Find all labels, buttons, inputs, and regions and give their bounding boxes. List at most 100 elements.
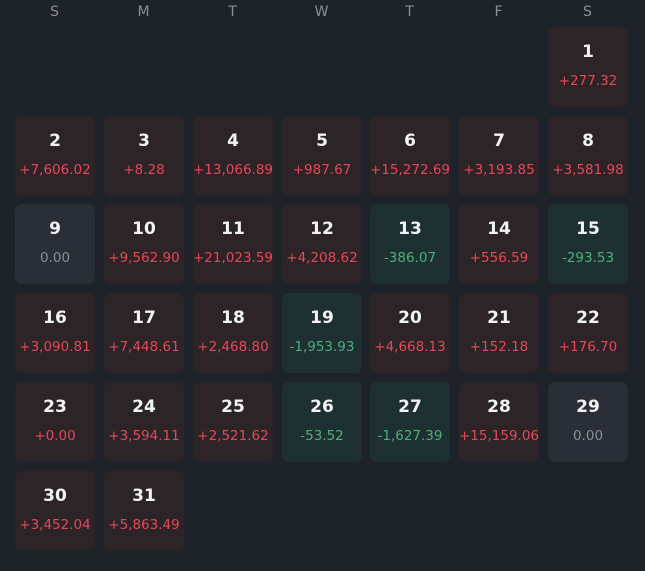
daily-pnl-value: +277.32: [558, 73, 618, 89]
day-number: 23: [43, 397, 67, 417]
daily-pnl-value: +3,581.98: [552, 162, 624, 178]
calendar-day-cell[interactable]: 15 -293.53: [548, 204, 628, 284]
weekday-label-tue: T: [228, 4, 238, 20]
calendar-day-cell[interactable]: 2 +7,606.02: [15, 116, 95, 196]
calendar-day-cell[interactable]: 4 +13,066.89: [193, 116, 273, 196]
day-number: 30: [43, 486, 67, 506]
calendar-day-cell[interactable]: 23 +0.00: [15, 382, 95, 462]
daily-pnl-value: +3,594.11: [108, 428, 180, 444]
calendar-day-cell[interactable]: 1 +277.32: [548, 27, 628, 107]
daily-pnl-value: +3,452.04: [19, 517, 91, 533]
calendar-day-cell[interactable]: 6 +15,272.69: [370, 116, 450, 196]
calendar-day-cell[interactable]: 14 +556.59: [459, 204, 539, 284]
calendar-day-cell[interactable]: 12 +4,208.62: [282, 204, 362, 284]
calendar-day-cell[interactable]: 24 +3,594.11: [104, 382, 184, 462]
calendar-day-cell[interactable]: 25 +2,521.62: [193, 382, 273, 462]
day-number: 29: [576, 397, 600, 417]
day-number: 2: [49, 131, 61, 151]
day-number: 4: [227, 131, 239, 151]
daily-pnl-value: +0.00: [34, 428, 76, 444]
day-number: 13: [398, 219, 422, 239]
calendar-day-cell[interactable]: 16 +3,090.81: [15, 293, 95, 373]
daily-pnl-value: +7,448.61: [108, 339, 180, 355]
day-number: 3: [138, 131, 150, 151]
day-number: 11: [221, 219, 245, 239]
daily-pnl-value: +3,193.85: [463, 162, 535, 178]
day-number: 18: [221, 308, 245, 328]
day-number: 26: [310, 397, 334, 417]
calendar-day-cell[interactable]: 3 +8.28: [104, 116, 184, 196]
day-number: 28: [487, 397, 511, 417]
calendar-day-cell[interactable]: 13 -386.07: [370, 204, 450, 284]
daily-pnl-value: -293.53: [561, 250, 615, 266]
daily-pnl-value: +13,066.89: [193, 162, 274, 178]
day-number: 15: [576, 219, 600, 239]
calendar-day-cell[interactable]: 28 +15,159.06: [459, 382, 539, 462]
day-number: 19: [310, 308, 334, 328]
calendar-day-cell[interactable]: 27 -1,627.39: [370, 382, 450, 462]
day-number: 7: [493, 131, 505, 151]
day-number: 17: [132, 308, 156, 328]
day-number: 14: [487, 219, 511, 239]
calendar-day-cell[interactable]: 31 +5,863.49: [104, 471, 184, 551]
calendar-day-cell[interactable]: 22 +176.70: [548, 293, 628, 373]
calendar-day-cell[interactable]: 26 -53.52: [282, 382, 362, 462]
calendar-day-cell[interactable]: 5 +987.67: [282, 116, 362, 196]
calendar-day-cell[interactable]: 20 +4,668.13: [370, 293, 450, 373]
daily-pnl-value: +15,272.69: [370, 162, 451, 178]
weekday-label-mon: M: [137, 4, 151, 20]
daily-pnl-value: +176.70: [558, 339, 618, 355]
calendar-day-cell[interactable]: 10 +9,562.90: [104, 204, 184, 284]
daily-pnl-value: +2,521.62: [197, 428, 269, 444]
daily-pnl-value: +2,468.80: [197, 339, 269, 355]
daily-pnl-value: +4,668.13: [374, 339, 446, 355]
daily-pnl-value: +9,562.90: [108, 250, 180, 266]
calendar-day-cell[interactable]: 8 +3,581.98: [548, 116, 628, 196]
daily-pnl-value: +556.59: [469, 250, 529, 266]
calendar-day-cell[interactable]: 19 -1,953.93: [282, 293, 362, 373]
weekday-label-wed: W: [314, 4, 330, 20]
calendar-day-cell[interactable]: 21 +152.18: [459, 293, 539, 373]
daily-pnl-value: +21,023.59: [193, 250, 274, 266]
day-number: 20: [398, 308, 422, 328]
weekday-label-fri: F: [494, 4, 504, 20]
daily-pnl-value: -386.07: [383, 250, 437, 266]
daily-pnl-value: +152.18: [469, 339, 529, 355]
calendar-day-cell[interactable]: 30 +3,452.04: [15, 471, 95, 551]
calendar-day-cell[interactable]: 11 +21,023.59: [193, 204, 273, 284]
day-number: 27: [398, 397, 422, 417]
day-number: 16: [43, 308, 67, 328]
daily-pnl-value: +4,208.62: [286, 250, 358, 266]
day-number: 24: [132, 397, 156, 417]
calendar-day-cell[interactable]: 7 +3,193.85: [459, 116, 539, 196]
day-number: 12: [310, 219, 334, 239]
day-number: 9: [49, 219, 61, 239]
day-number: 25: [221, 397, 245, 417]
daily-pnl-value: -53.52: [300, 428, 344, 444]
daily-pnl-value: +7,606.02: [19, 162, 91, 178]
daily-pnl-value: +3,090.81: [19, 339, 91, 355]
day-number: 10: [132, 219, 156, 239]
calendar-day-cell[interactable]: 18 +2,468.80: [193, 293, 273, 373]
daily-pnl-value: -1,627.39: [377, 428, 443, 444]
weekday-label-sun: S: [50, 4, 60, 20]
daily-pnl-value: 0.00: [572, 428, 604, 444]
weekday-label-sat: S: [583, 4, 593, 20]
day-number: 21: [487, 308, 511, 328]
calendar-day-cell[interactable]: 9 0.00: [15, 204, 95, 284]
weekday-label-thu: T: [405, 4, 415, 20]
daily-pnl-value: +987.67: [292, 162, 352, 178]
daily-pnl-value: +5,863.49: [108, 517, 180, 533]
calendar-day-cell[interactable]: 17 +7,448.61: [104, 293, 184, 373]
calendar-day-cell[interactable]: 29 0.00: [548, 382, 628, 462]
daily-pnl-value: 0.00: [39, 250, 71, 266]
day-number: 22: [576, 308, 600, 328]
daily-pnl-value: +8.28: [123, 162, 165, 178]
day-number: 5: [316, 131, 328, 151]
daily-pnl-value: +15,159.06: [459, 428, 540, 444]
day-number: 1: [582, 42, 594, 62]
day-number: 31: [132, 486, 156, 506]
daily-pnl-value: -1,953.93: [289, 339, 355, 355]
